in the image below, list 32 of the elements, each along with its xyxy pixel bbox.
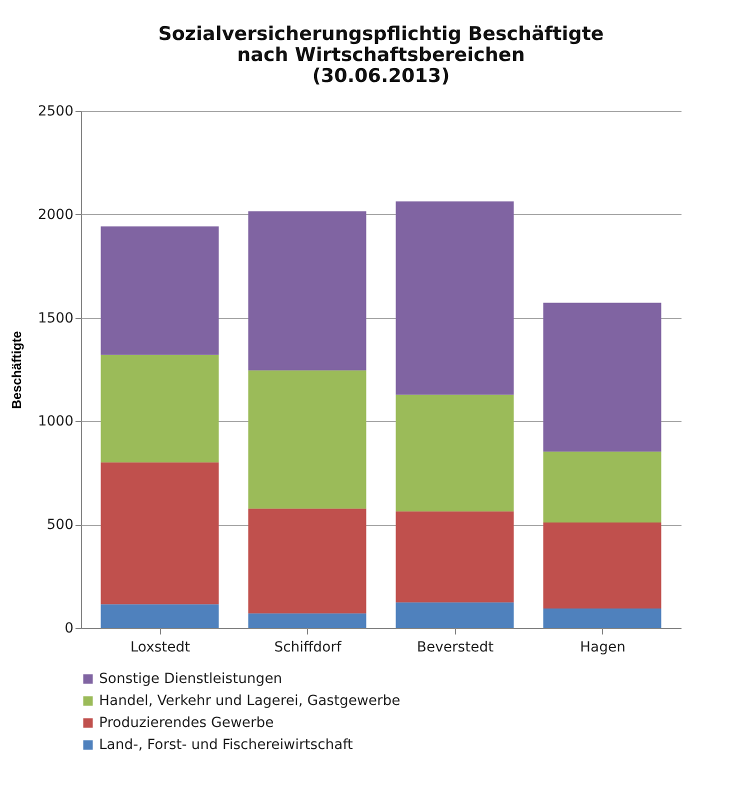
bar	[543, 452, 662, 523]
x-tick-label: Hagen	[580, 640, 626, 656]
x-tick-label: Schiffdorf	[274, 640, 342, 656]
bar	[248, 370, 366, 509]
y-tick-label: 2000	[38, 206, 74, 223]
bar	[248, 508, 366, 614]
y-tick-label: 1000	[38, 414, 74, 430]
bar	[100, 354, 219, 462]
chart-title: Sozialversicherungspflichtig Beschäftigte nach Wirtschaftsbereichen (30.06.2013)	[158, 23, 604, 87]
legend-label: Sonstige Dienstleistungen	[99, 671, 282, 687]
legend-label: Handel, Verkehr und Lagerei, Gastgewerbe	[99, 693, 400, 709]
bar	[396, 394, 514, 512]
bar	[396, 602, 514, 628]
y-axis-title: Beschäftigte	[8, 330, 24, 410]
x-tick-label: Loxstedt	[130, 640, 191, 656]
bar	[100, 462, 219, 604]
legend-label: Land-, Forst- und Fischereiwirtschaft	[99, 737, 354, 753]
bar	[543, 608, 662, 628]
bar	[248, 613, 366, 628]
bar	[543, 522, 662, 609]
y-tick-label: 2500	[38, 104, 74, 120]
y-tick-label: 0	[64, 620, 74, 636]
bar	[248, 211, 366, 370]
bar	[100, 604, 219, 628]
x-tick-label: Beverstedt	[416, 640, 494, 656]
bar	[543, 302, 662, 452]
bar	[100, 226, 219, 355]
y-tick-label: 1500	[38, 310, 74, 326]
bar	[396, 511, 514, 602]
y-tick-label: 500	[46, 517, 74, 534]
legend-label: Produzierendes Gewerbe	[99, 715, 274, 731]
bar	[396, 201, 514, 395]
